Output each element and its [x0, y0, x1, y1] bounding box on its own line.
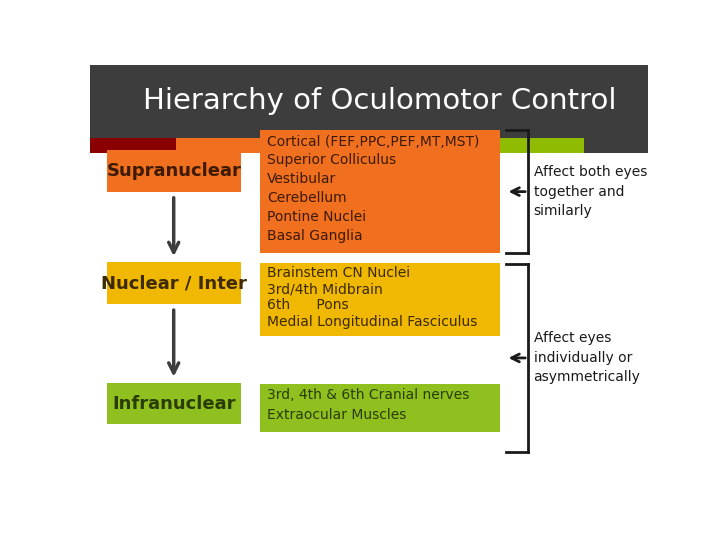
Text: Affect both eyes
together and
similarly: Affect both eyes together and similarly: [534, 165, 647, 218]
FancyBboxPatch shape: [107, 262, 240, 304]
Text: 3rd/4th Midbrain: 3rd/4th Midbrain: [267, 282, 382, 296]
Text: Cerebellum: Cerebellum: [267, 191, 346, 205]
Text: Hierarchy of Oculomotor Control: Hierarchy of Oculomotor Control: [143, 87, 617, 115]
Text: Cortical (FEF,PPC,PEF,MT,MST): Cortical (FEF,PPC,PEF,MT,MST): [267, 134, 480, 149]
FancyBboxPatch shape: [260, 264, 500, 336]
Text: Nuclear / Inter: Nuclear / Inter: [101, 274, 247, 292]
Text: Brainstem CN Nuclei: Brainstem CN Nuclei: [267, 266, 410, 280]
Text: Supranuclear: Supranuclear: [107, 162, 241, 180]
Text: Medial Longitudinal Fasciculus: Medial Longitudinal Fasciculus: [267, 315, 477, 328]
FancyBboxPatch shape: [372, 138, 584, 153]
FancyBboxPatch shape: [176, 138, 372, 153]
FancyBboxPatch shape: [90, 65, 648, 138]
FancyBboxPatch shape: [107, 383, 240, 424]
Text: Extraocular Muscles: Extraocular Muscles: [267, 408, 406, 422]
Text: Vestibular: Vestibular: [267, 172, 336, 186]
Text: Affect eyes
individually or
asymmetrically: Affect eyes individually or asymmetrical…: [534, 332, 641, 384]
Text: 3rd, 4th & 6th Cranial nerves: 3rd, 4th & 6th Cranial nerves: [267, 388, 469, 402]
FancyBboxPatch shape: [584, 138, 648, 153]
Text: 6th      Pons: 6th Pons: [267, 299, 348, 312]
FancyBboxPatch shape: [90, 138, 176, 153]
FancyBboxPatch shape: [260, 130, 500, 253]
FancyBboxPatch shape: [107, 150, 240, 192]
FancyBboxPatch shape: [260, 384, 500, 432]
Text: Superior Colliculus: Superior Colliculus: [267, 153, 396, 167]
Text: Pontine Nuclei: Pontine Nuclei: [267, 210, 366, 224]
Text: Infranuclear: Infranuclear: [112, 395, 235, 413]
Text: Basal Ganglia: Basal Ganglia: [267, 229, 362, 243]
